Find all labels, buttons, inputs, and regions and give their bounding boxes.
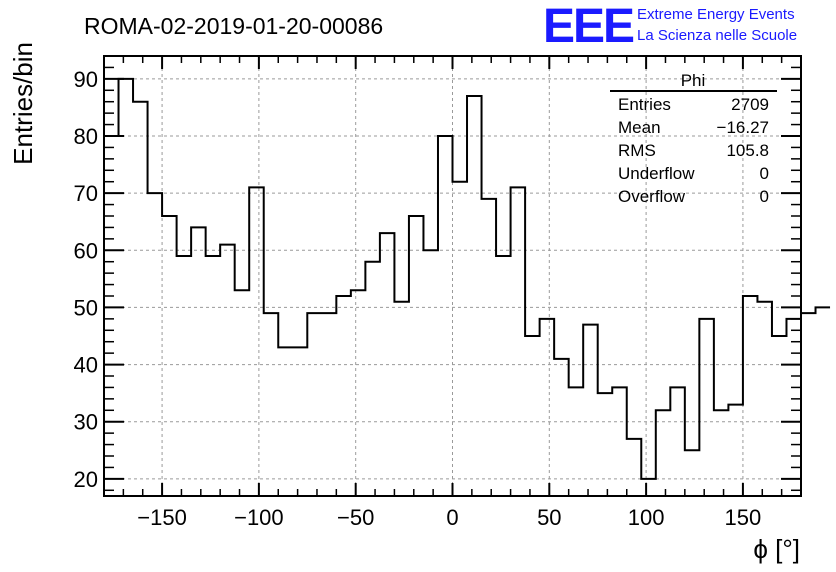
x-tick-label: −150 — [137, 505, 187, 530]
stats-row-label: Underflow — [618, 164, 695, 183]
grid — [104, 56, 801, 496]
histogram-bin — [162, 216, 177, 496]
y-tick-label: 60 — [74, 238, 98, 263]
histogram-bin — [583, 325, 598, 496]
y-tick-label: 40 — [74, 353, 98, 378]
histogram-bin — [322, 313, 337, 496]
histogram-bin — [612, 387, 627, 496]
y-tick-label: 70 — [74, 181, 98, 206]
histogram-bin — [757, 302, 772, 496]
stats-box: Phi Entries 2709 Mean −16.27 RMS 105.8 Underfl… — [610, 71, 777, 206]
stats-title: Phi — [681, 71, 706, 90]
chart-title: ROMA-02-2019-01-20-00086 — [84, 13, 383, 39]
stats-row-label: Overflow — [618, 187, 686, 206]
y-tick-label: 90 — [74, 67, 98, 92]
histogram-series — [104, 77, 831, 496]
x-tick-label: 50 — [537, 505, 561, 530]
x-tick-label: 0 — [446, 505, 458, 530]
histogram-bin — [235, 290, 250, 496]
histogram-bin — [670, 387, 685, 496]
histogram-bin — [365, 262, 380, 496]
histogram-bin — [511, 187, 526, 496]
histogram-bin — [627, 439, 642, 496]
y-tick-label: 50 — [74, 295, 98, 320]
stats-rows: Entries 2709 Mean −16.27 RMS 105.8 Underflow 0 O… — [618, 95, 769, 206]
histogram-bin — [569, 387, 584, 496]
histogram-bin — [641, 479, 656, 496]
x-tick-label: 150 — [725, 505, 762, 530]
histogram-bin — [104, 136, 119, 496]
histogram-bin — [351, 290, 366, 496]
logo-line2: La Scienza nelle Scuole — [637, 27, 797, 44]
histogram-bin — [336, 296, 351, 496]
x-tick-label: −50 — [337, 505, 374, 530]
stats-row-value: 2709 — [731, 95, 769, 114]
histogram-bin — [685, 450, 700, 496]
histogram-bin — [656, 410, 671, 496]
x-tick-label: −100 — [234, 505, 284, 530]
histogram-bin — [394, 302, 409, 496]
histogram-bin — [293, 347, 308, 496]
stats-row-label: Entries — [618, 95, 671, 114]
axes: −150 −100 −50 0 50 100 150 20 30 40 50 60 70 80 90 — [74, 55, 802, 530]
histogram-bin — [743, 296, 758, 496]
histogram-bin — [249, 187, 264, 496]
histogram-bin — [801, 313, 816, 496]
histogram-bin — [133, 102, 148, 496]
y-tick-label: 80 — [74, 124, 98, 149]
histogram-bin — [264, 313, 279, 496]
stats-row-label: Mean — [618, 118, 661, 137]
histogram-bin — [148, 193, 163, 496]
histogram-bin — [714, 410, 729, 496]
histogram-bin — [496, 256, 511, 496]
histogram-bin — [554, 359, 569, 496]
histogram-bin — [728, 405, 743, 496]
stats-row-label: RMS — [618, 141, 656, 160]
stats-row-value: 0 — [760, 187, 769, 206]
histogram-bin — [525, 336, 540, 496]
x-axis-title: ϕ [°] — [753, 534, 800, 564]
y-tick-label: 30 — [74, 410, 98, 435]
y-axis-title: Entries/bin — [8, 42, 38, 165]
histogram-bin — [206, 256, 221, 496]
histogram-bin — [438, 136, 453, 496]
y-tick-label: 20 — [74, 467, 98, 492]
histogram-bin — [699, 319, 714, 496]
histogram-bin — [220, 245, 235, 496]
histogram-bin — [119, 79, 134, 496]
histogram-bin — [409, 216, 424, 496]
histogram-bin — [598, 393, 613, 496]
stats-row-value: 105.8 — [726, 141, 769, 160]
histogram-bin — [191, 227, 206, 496]
histogram-bin — [307, 313, 322, 496]
histogram-bin — [278, 347, 293, 496]
histogram-line — [104, 77, 831, 480]
stats-row-value: −16.27 — [717, 118, 769, 137]
logo-text: EEE — [543, 0, 634, 53]
histogram-bin — [380, 233, 395, 496]
histogram-bin — [177, 256, 192, 496]
histogram-bin — [482, 199, 497, 496]
histogram-bin — [540, 319, 555, 496]
histogram-bin — [772, 336, 787, 496]
eee-logo: EEE Extreme Energy Events La Scienza nel… — [543, 0, 797, 53]
histogram-bin — [786, 319, 801, 496]
histogram-bin — [423, 250, 438, 496]
stats-row-value: 0 — [760, 164, 769, 183]
x-tick-label: 100 — [628, 505, 665, 530]
histogram-bin — [453, 182, 468, 496]
histogram-bin — [816, 307, 831, 496]
histogram-bin — [467, 96, 482, 496]
logo-line1: Extreme Energy Events — [637, 6, 795, 23]
